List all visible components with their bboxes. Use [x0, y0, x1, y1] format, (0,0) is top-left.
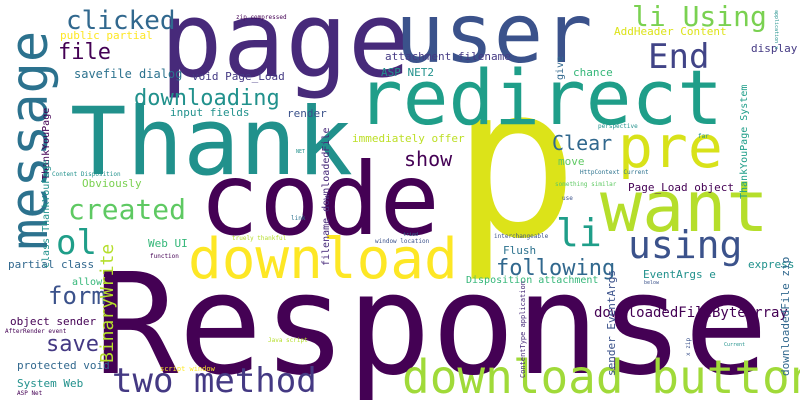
- word-user: user: [395, 0, 593, 82]
- word-two-method: two method: [112, 361, 317, 400]
- word-function: perspective: [598, 123, 638, 130]
- word-httpcontext-current: truely thankful: [232, 235, 287, 242]
- word-interchangeable: ASP Net: [17, 390, 43, 397]
- word-obviously: Obviously: [82, 177, 142, 190]
- word-script-window: interchangeable: [494, 233, 549, 240]
- word-current: Current: [724, 342, 746, 348]
- word-tried: application x: [773, 10, 779, 50]
- word-net: tried: [403, 232, 419, 238]
- word-move: move: [558, 155, 585, 168]
- word-eventargs-e: EventArgs e: [643, 268, 716, 281]
- word-file: file: [58, 40, 111, 65]
- word-application-x: HttpContext Current: [580, 169, 649, 176]
- word-using: using: [628, 223, 743, 267]
- word-filename-downloadedfile: filename downloadedFile: [321, 127, 332, 266]
- word-thankyoupage-system: ThankYouPage System: [739, 84, 750, 199]
- word-pre: pre: [618, 113, 723, 181]
- word-java-script: ContentType application: [519, 281, 527, 378]
- word-afterrender-event: x zip: [685, 337, 692, 356]
- word-truely-thankful: Java script: [268, 337, 308, 344]
- word-window-location: AfterRender event: [5, 328, 67, 335]
- word-code: code: [199, 141, 440, 258]
- word-li: li: [556, 211, 602, 255]
- word-give: give: [555, 55, 566, 80]
- word-partial-class: partial class: [8, 258, 95, 271]
- word-save: save: [46, 332, 99, 357]
- word-show: show: [404, 147, 453, 171]
- word-immediately-offer: immediately offer: [352, 132, 465, 145]
- word-class-thankyoupage: class ThankYouPage: [41, 159, 52, 268]
- word-protected-void: protected void: [17, 359, 110, 372]
- word-attachment-filename: attachment filename: [385, 50, 511, 63]
- word-clear: Clear: [552, 131, 613, 155]
- word-disposition-attachment: Disposition attachment: [466, 275, 599, 286]
- word-content-disposition: script window: [160, 365, 215, 373]
- word-form: form: [48, 282, 106, 310]
- word-thank: Thank: [70, 88, 353, 197]
- word-addheader-content: AddHeader Content: [614, 25, 727, 38]
- word-zip-compressed: something similar: [555, 181, 617, 188]
- word-asp-net2: ASP NET2: [381, 66, 434, 79]
- word-response: Response: [94, 244, 769, 400]
- word-system-web: System Web: [17, 377, 84, 390]
- word-contenttype-application: Content Disposition: [52, 171, 121, 178]
- word-below: NET: [296, 149, 306, 155]
- word-far: use: [562, 195, 573, 202]
- word-void-page-load: void Page_Load: [192, 70, 285, 83]
- word-link: below: [644, 280, 660, 286]
- word-asp-net: function: [150, 253, 179, 260]
- word-sender-eventargs: sender EventArgs: [605, 270, 618, 376]
- word-want: want: [600, 166, 769, 248]
- word-allow: allow: [72, 277, 103, 288]
- word-x-zip: zip compressed: [236, 14, 287, 21]
- word-clicked: clicked: [66, 6, 176, 36]
- word-express: express: [748, 258, 795, 271]
- word-chance: chance: [573, 66, 613, 79]
- word-downloadedfilebytearray: downloadedFileByteArray: [594, 305, 788, 321]
- word-page: page: [160, 0, 411, 101]
- word-end: End: [648, 37, 710, 77]
- word-web-ui: Web UI: [148, 237, 188, 250]
- word-ol: ol: [56, 223, 97, 263]
- word-render: render: [287, 107, 327, 120]
- word-savefile-dialog: savefile dialog: [74, 67, 183, 81]
- word-download-button: download button: [402, 350, 800, 400]
- word-something-similar: window location: [375, 238, 430, 245]
- word-binarywrite: BinaryWrite: [97, 243, 118, 363]
- word-input-fields: input fields: [170, 106, 250, 119]
- word-public-partial: public partial: [60, 29, 153, 42]
- word-object-sender: object sender: [10, 315, 97, 328]
- word-p: p: [452, 40, 579, 285]
- word-download: download: [188, 227, 458, 292]
- word-display: display: [751, 42, 798, 55]
- word-use: link: [291, 215, 306, 222]
- word-created: created: [68, 193, 187, 226]
- word-flush: Flush: [503, 244, 537, 257]
- word-downloadedfile-zip: downloadedFile zip: [779, 256, 792, 376]
- word-following: following: [496, 256, 616, 281]
- word-page-load-object: Page_Load object: [628, 181, 734, 194]
- word-downloading: downloading: [134, 86, 280, 111]
- word-redirect: redirect: [357, 53, 724, 142]
- word-li-using: li Using: [632, 0, 767, 33]
- word-perspective: far: [698, 133, 709, 140]
